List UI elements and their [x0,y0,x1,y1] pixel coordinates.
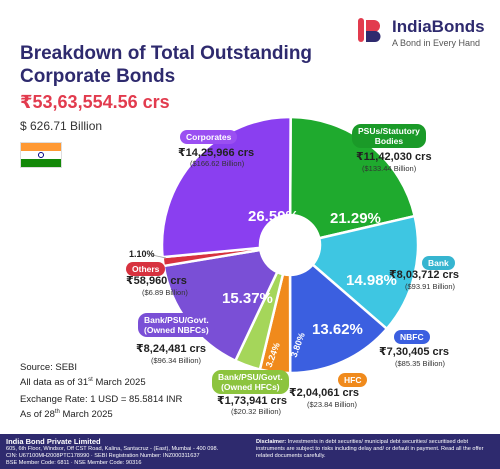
slice-percent-label: 21.29% [330,210,381,227]
slice-value-usd: ($166.62 Billion) [190,159,245,168]
slice-category-pill: Bank/PSU/Govt. (Owned NBFCs) [138,313,215,337]
brand-name: IndiaBonds [392,17,485,36]
source-text: Source: SEBI [20,362,78,373]
slice-category-name: Bank [428,258,449,268]
slice-value-inr: ₹8,24,481 crs [136,343,207,355]
slice-percent-label: 15.37% [222,290,273,307]
slice-value-usd: ($133.44 Billion) [362,164,417,173]
slice-percent-label: 26.59% [248,208,299,225]
slice-value-inr: ₹14,25,966 crs [178,147,255,159]
slice-category-name: (Owned HFCs) [221,382,280,392]
slice-category-name: Others [132,264,160,274]
slice-category-pill: Bank/PSU/Govt. (Owned HFCs) [212,370,289,394]
page-title-line1: Breakdown of Total Outstanding [20,43,313,64]
exchange-rate-note: Exchange Rate: 1 USD = 85.5814 INR As of… [20,394,182,421]
others-leader-line [151,254,167,259]
donut-chart [151,115,420,375]
footer-member-codes: BSE Member Code: 6811 · NSE Member Code:… [6,460,142,466]
footer-ids: CIN: U67100MH2008PTC178990 · SEBI Regist… [6,453,200,459]
page-title: Breakdown of Total Outstanding Corporate… [20,42,350,88]
slice-value-usd: ($6.89 Billion) [142,288,188,297]
slice-value-inr: ₹7,30,405 crs [379,346,450,358]
slice-percent-label: 13.62% [312,321,363,338]
total-inr: ₹53,63,554.56 crs [20,92,170,112]
slice-category-pill: HFC [338,373,368,387]
source-note: Source: SEBI All data as of 31st March 2… [20,362,146,389]
footer: India Bond Private Limited 605, 6th Floo… [0,434,500,469]
indiabonds-logo-icon [354,16,382,44]
exchange-rate-text: Exchange Rate: 1 USD = 85.5814 INR [20,394,183,405]
rate-as-of: As of 28th March 2025 [20,409,113,421]
slice-category-name: Corporates [186,132,232,142]
slice-category-pill: NBFC [394,330,430,344]
donut-hole [260,215,320,275]
data-as-of: All data as of 31st March 2025 [20,377,146,389]
slice-value-usd: ($96.34 Billion) [151,356,202,365]
slice-category-pill: Corporates [180,130,238,144]
slice-percent-label: 14.98% [346,272,397,289]
disclaimer-label: Disclaimer: [256,439,287,445]
slice-value-inr: ₹8,03,712 crs [389,269,460,281]
slice-value-usd: ($85.35 Billion) [395,359,446,368]
slice-value-inr: ₹58,960 crs [126,275,187,287]
india-flag-icon [20,142,62,168]
slice-category-pill: Bank [422,256,455,270]
slice-category-pill: PSUs/Statutory Bodies [352,124,426,148]
brand-tagline: A Bond in Every Hand [392,38,481,48]
slice-value-inr: ₹1,73,941 crs [217,395,288,407]
footer-company-info: India Bond Private Limited 605, 6th Floo… [6,437,246,467]
slice-value-usd: ($23.84 Billion) [307,400,358,409]
slice-category-name: Bodies [374,136,404,146]
slice-category-name: Bank/PSU/Govt. [218,372,283,382]
slice-value-inr: ₹11,42,030 crs [356,151,432,163]
slice-category-name: NBFC [400,332,424,342]
slice-value-inr: ₹2,04,061 crs [289,387,360,399]
total-usd: $ 626.71 Billion [20,119,103,133]
disclaimer-text: Investments in debt securities/ municipa… [256,439,484,459]
slice-category-name: HFC [344,375,362,385]
footer-company-name: India Bond Private Limited [6,437,101,446]
page-title-line2: Corporate Bonds [20,66,176,87]
footer-address: 605, 6th Floor, Windsor, Off CST Road, K… [6,446,219,452]
slice-percent-label: 1.10% [129,249,155,259]
slice-category-name: PSUs/Statutory [358,126,420,136]
slice-value-usd: ($93.91 Billion) [405,282,456,291]
slice-category-name: (Owned NBFCs) [144,325,209,335]
slice-category-name: Bank/PSU/Govt. [144,315,209,325]
slice-category-pill: Others [126,262,166,276]
slice-value-usd: ($20.32 Billion) [231,407,282,416]
footer-disclaimer: Disclaimer: Investments in debt securiti… [256,439,496,460]
